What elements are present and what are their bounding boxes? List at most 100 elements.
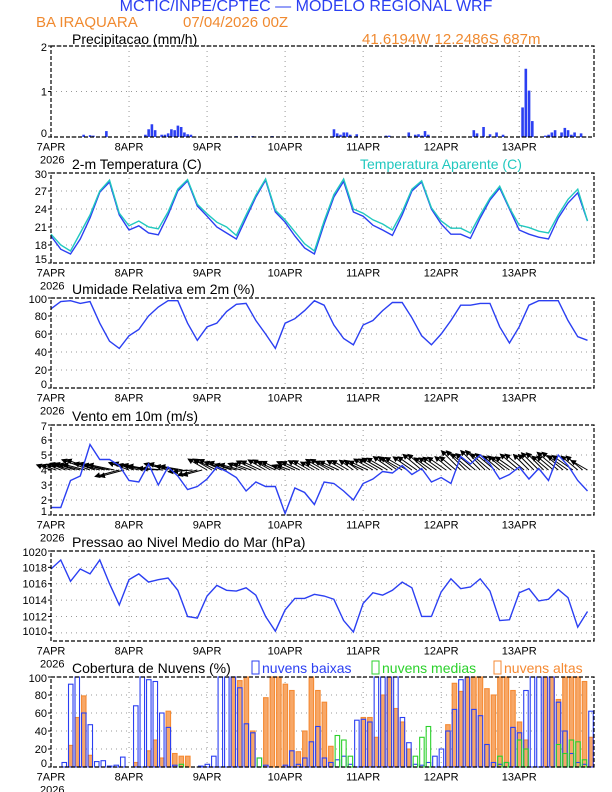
cloud-bar-nuvens-medias	[341, 739, 347, 768]
cloud-bar-nuvens-baixas	[217, 676, 224, 768]
legend-swatch	[493, 660, 502, 675]
panel-title: Cobertura de Nuvens (%)	[72, 660, 231, 676]
plot-frame	[50, 676, 595, 768]
plot-frame	[50, 424, 595, 516]
x-year-label: 2026	[40, 281, 64, 293]
y-tick-label: 40	[35, 726, 47, 738]
plot-frame	[50, 297, 595, 389]
precip-bar	[183, 132, 186, 137]
humidity-line	[50, 299, 588, 350]
y-tick-label: 80	[35, 311, 47, 323]
x-tick-label: 7APR	[37, 646, 66, 658]
y-tick-label: 18	[35, 240, 47, 252]
cloud-bar-nuvens-baixas	[367, 721, 373, 768]
precip-bar	[553, 130, 557, 137]
precip-bar	[92, 135, 95, 137]
precip-bar	[160, 134, 163, 137]
x-tick-label: 8APR	[115, 646, 144, 658]
precip-bar	[170, 129, 173, 137]
x-tick-label: 12APR	[424, 142, 459, 154]
x-tick-label: 8APR	[115, 772, 144, 784]
x-tick-label: 7APR	[37, 520, 66, 532]
y-tick-label: 1014	[23, 595, 47, 607]
cloud-bar-nuvens-altas	[243, 676, 250, 768]
precip-bar	[482, 126, 485, 137]
cloud-bar-nuvens-medias	[419, 736, 425, 768]
wind-arrow	[392, 456, 413, 471]
precip-bar	[475, 133, 479, 137]
x-tick-label: 7APR	[37, 772, 66, 784]
wind-arrow	[570, 459, 588, 471]
precip-bar	[166, 133, 170, 137]
y-tick-label: 1	[41, 506, 47, 518]
precip-bar	[417, 134, 420, 137]
wind-arrow	[531, 455, 549, 471]
cloud-bar-nuvens-altas	[263, 697, 269, 768]
temperature-panel: 15 18 21 24 27 30 7APR 8APR 9APR 10APR 11APR 12APR 1…	[35, 156, 595, 293]
x-tick-label: 13APR	[502, 520, 537, 532]
wind-panel: 12 3 4 5 6 7 7APR 8APR 9APR 10APR 11APR 12APR 13APR 2…	[35, 408, 595, 545]
wind-arrow	[384, 456, 408, 471]
precip-bar	[342, 132, 346, 137]
cloud-bar-nuvens-altas	[145, 750, 152, 768]
cloud-bar-nuvens-medias	[412, 755, 419, 768]
cloud-bar-nuvens-altas	[458, 690, 464, 768]
cloud-cover-panel: 0 20 40 60 80 100 7APR 8APR 9APR 10APR 11APR 12APR 1…	[29, 660, 595, 792]
precipitation-panel: 0 1 2 7APR 8APR 9APR 10APR 11APR 12APR 13APR 2026 P…	[37, 31, 595, 167]
header-coordinates: 41.6194W 12.2486S 687m	[362, 31, 540, 48]
cloud-bar-nuvens-altas	[451, 682, 458, 768]
cloud-bar-nuvens-baixas	[67, 683, 74, 768]
cloud-bar-nuvens-baixas	[145, 679, 152, 768]
humidity-panel: 0 20 40 60 80 100 7APR 8APR 9APR 10APR 11APR 12APR 1…	[29, 281, 595, 418]
y-tick-label: 60	[35, 708, 47, 720]
cloud-bar-nuvens-altas	[302, 730, 308, 768]
cloud-bar-nuvens-altas	[497, 676, 503, 768]
cloud-bar-nuvens-altas	[555, 698, 562, 768]
x-tick-label: 10APR	[268, 520, 303, 532]
panel-title: Umidade Relativa em 2m (%)	[72, 281, 255, 297]
y-tick-label: 0	[41, 758, 47, 770]
pressure-line	[50, 558, 589, 634]
cloud-bar-nuvens-altas	[503, 676, 510, 768]
wind-arrow	[213, 462, 237, 471]
wind-arrow	[504, 453, 525, 471]
x-tick-label: 9APR	[193, 393, 222, 405]
y-tick-label: 27	[35, 186, 47, 198]
cloud-bar-nuvens-baixas	[341, 755, 347, 768]
precip-bar	[348, 134, 352, 137]
cloud-bar-nuvens-altas	[269, 676, 276, 768]
x-tick-label: 9APR	[193, 646, 222, 658]
wind-arrow	[357, 458, 379, 471]
x-tick-label: 13APR	[502, 393, 537, 405]
cloud-bar-nuvens-baixas	[302, 757, 308, 768]
y-tick-label: 20	[35, 365, 47, 377]
y-tick-label: 15	[35, 254, 47, 266]
wind-arrow	[565, 455, 583, 471]
wind-arrow	[413, 457, 432, 471]
wind-arrow	[520, 452, 540, 471]
cloud-bar-nuvens-baixas	[295, 763, 302, 768]
wind-arrow	[512, 453, 530, 471]
x-tick-label: 12APR	[424, 520, 459, 532]
cloud-bar-nuvens-altas	[490, 694, 497, 768]
x-tick-label: 13APR	[502, 268, 537, 280]
precip-bar	[521, 107, 524, 137]
y-tick-label: 7	[41, 421, 47, 433]
legend-apparent-temperature: Temperatura Aparente (C)	[360, 156, 522, 172]
cloud-bar-nuvens-altas	[250, 730, 256, 768]
x-tick-label: 10APR	[268, 393, 303, 405]
x-tick-label: 8APR	[115, 268, 144, 280]
wind-arrow	[487, 455, 505, 471]
cloud-bar-nuvens-baixas	[354, 719, 360, 768]
wind-arrow	[318, 460, 339, 471]
cloud-bar-nuvens-baixas	[132, 705, 139, 768]
wind-arrow	[439, 455, 457, 471]
precip-bar	[105, 131, 108, 137]
wind-arrow	[402, 453, 422, 471]
cloud-bar-nuvens-altas	[542, 676, 549, 768]
pressure-panel: 1010 1012 1014 1016 1018 1020 7APR 8APR 9APR 10AP…	[23, 534, 595, 671]
cloud-bar-nuvens-medias	[523, 748, 529, 768]
y-tick-label: 21	[35, 222, 47, 234]
wind-arrow	[455, 453, 476, 471]
x-tick-label: 11APR	[346, 393, 380, 405]
